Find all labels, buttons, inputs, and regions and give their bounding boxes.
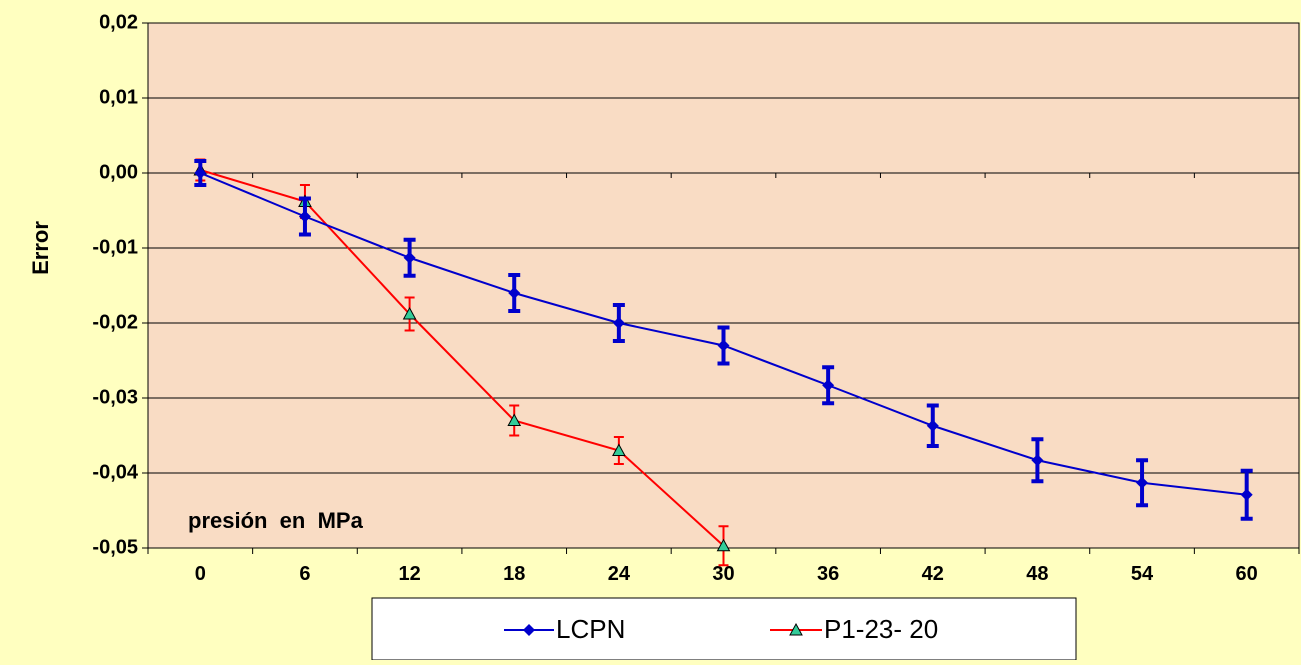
lcpn-marker bbox=[612, 317, 625, 329]
series-layer bbox=[193, 158, 1253, 567]
p1-marker bbox=[789, 622, 803, 636]
p1-marker bbox=[402, 306, 417, 320]
x-tick-label: 6 bbox=[299, 563, 310, 585]
y-tick-label: -0,03 bbox=[92, 386, 138, 408]
y-tick-label: 0,02 bbox=[99, 11, 138, 33]
lcpn-marker bbox=[717, 339, 730, 352]
series-lcpn bbox=[194, 159, 1253, 521]
lcpn-marker bbox=[1031, 454, 1044, 467]
legend-box bbox=[371, 597, 1077, 661]
legend: LCPN P1-23- 20 bbox=[504, 614, 938, 644]
lcpn-marker bbox=[822, 379, 835, 392]
lcpn-marker bbox=[523, 624, 535, 636]
p1-marker bbox=[716, 538, 731, 552]
legend-label: LCPN bbox=[556, 614, 625, 644]
lcpn-marker bbox=[194, 167, 207, 179]
lcpn-marker bbox=[1136, 476, 1149, 489]
y-axis-ticks: 0,02 0,01 0,00 -0,01 -0,02 -0,03 -0,04 -0,05 bbox=[92, 11, 148, 558]
x-tick-label: 36 bbox=[817, 563, 839, 585]
lcpn-marker bbox=[403, 251, 416, 264]
y-tick-label: -0,05 bbox=[92, 536, 138, 558]
y-tick-label: -0,01 bbox=[92, 236, 138, 258]
y-tick-label: 0,00 bbox=[99, 161, 138, 183]
p1-marker bbox=[507, 413, 522, 426]
x-tick-label: 18 bbox=[503, 563, 525, 585]
x-tick-label: 0 bbox=[195, 563, 206, 585]
legend-label: P1-23- 20 bbox=[824, 614, 938, 644]
grid-lines bbox=[148, 97, 1299, 474]
x-tick-label: 48 bbox=[1026, 563, 1048, 585]
y-axis-label: Error bbox=[28, 221, 53, 275]
legend-item-p1-23-20: P1-23- 20 bbox=[770, 614, 938, 644]
lcpn-marker bbox=[1240, 488, 1253, 501]
y-tick-label: -0,02 bbox=[92, 311, 138, 333]
x-tick-label: 30 bbox=[712, 563, 734, 585]
y-tick-label: -0,04 bbox=[92, 461, 138, 483]
series-line bbox=[200, 169, 725, 547]
x-tick-label: 12 bbox=[398, 563, 420, 585]
plot-area bbox=[147, 22, 1300, 549]
x-tick-label: 42 bbox=[922, 563, 944, 585]
y-tick-label: 0,01 bbox=[99, 86, 138, 108]
x-tick-label: 24 bbox=[608, 563, 631, 585]
x-axis-ticks: 0 6 12 18 24 30 36 42 48 54 60 bbox=[147, 173, 1300, 585]
legend-item-lcpn: LCPN bbox=[504, 614, 625, 644]
p1-marker bbox=[612, 443, 626, 456]
lcpn-marker bbox=[926, 419, 939, 432]
x-tick-label: 60 bbox=[1236, 563, 1258, 585]
pressure-annotation: presión en MPa bbox=[188, 508, 364, 533]
series-p1-23-20 bbox=[193, 158, 731, 567]
x-tick-label: 54 bbox=[1131, 563, 1154, 585]
lcpn-marker bbox=[298, 210, 311, 223]
lcpn-marker bbox=[508, 287, 521, 299]
